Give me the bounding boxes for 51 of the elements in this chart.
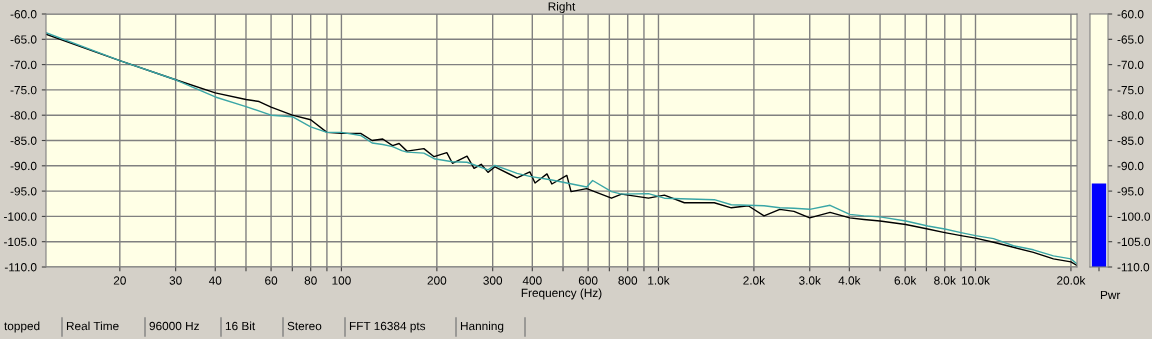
x-tick-label: 8.0k: [934, 276, 956, 285]
x-tick-label: 100: [332, 276, 351, 285]
y-tick-label: -65.0: [1117, 35, 1144, 44]
y-tick-label: -60.0: [1117, 10, 1144, 19]
y-tick-label: -85.0: [1117, 136, 1144, 145]
y-tick-label: -75.0: [10, 85, 37, 95]
text: Stereo: [287, 321, 322, 331]
x-tick-label: 80: [304, 276, 317, 285]
y-tick-label: -105.0: [4, 237, 37, 247]
x-tick-label: 1.0k: [648, 276, 670, 285]
x-tick-label: 4.0k: [838, 276, 861, 285]
y-tick-label: -105.0: [1117, 237, 1151, 247]
x-tick-label: 6.0k: [894, 276, 917, 285]
x-tick-label: 40: [208, 276, 222, 285]
x-tick-label: 800: [618, 276, 638, 285]
y-tick-label: -90.0: [1117, 161, 1144, 171]
y-tick-label: -110.0: [4, 263, 37, 272]
x-tick-label: 200: [427, 276, 447, 285]
x-axis-title: Frequency (Hz): [521, 288, 602, 300]
x-tick-label: 20.0k: [1057, 276, 1086, 285]
text: Real Time: [66, 321, 119, 331]
y-tick-label: -85.0: [10, 136, 37, 145]
y-tick-label: -70.0: [10, 60, 37, 69]
x-tick-label: 400: [522, 276, 542, 285]
y-tick-label: -110.0: [1117, 263, 1150, 272]
text: Hanning: [460, 321, 504, 333]
x-tick-label: 2.0k: [743, 276, 766, 285]
chart-title: Right: [548, 2, 576, 13]
y-tick-label: -80.0: [1117, 111, 1144, 120]
text: 16 Bit: [225, 321, 256, 331]
y-tick-label: -75.0: [1117, 85, 1144, 95]
text: topped: [4, 321, 40, 333]
y-tick-label: -95.0: [10, 187, 37, 196]
x-tick-label: 10.0k: [961, 276, 990, 285]
y-tick-label: -80.0: [10, 111, 37, 120]
x-tick-label: 60: [265, 276, 278, 285]
y-tick-label: -100.0: [1117, 212, 1151, 221]
y-tick-label: -70.0: [1117, 60, 1144, 69]
x-tick-label: 300: [483, 276, 503, 285]
y-tick-label: -95.0: [1117, 187, 1144, 196]
y-tick-label: -65.0: [10, 35, 37, 44]
y-tick-label: -90.0: [10, 161, 37, 171]
text: FFT 16384 pts: [349, 321, 426, 333]
text: 96000 Hz: [149, 321, 199, 331]
x-tick-label: 600: [578, 276, 598, 285]
x-tick-label: 20: [113, 276, 126, 285]
x-tick-label: 30: [169, 276, 182, 285]
x-axis-title: Pwr: [1100, 290, 1121, 300]
x-tick-label: 3.0k: [799, 276, 821, 285]
y-tick-label: -100.0: [4, 212, 37, 221]
y-tick-label: -60.0: [10, 10, 37, 19]
